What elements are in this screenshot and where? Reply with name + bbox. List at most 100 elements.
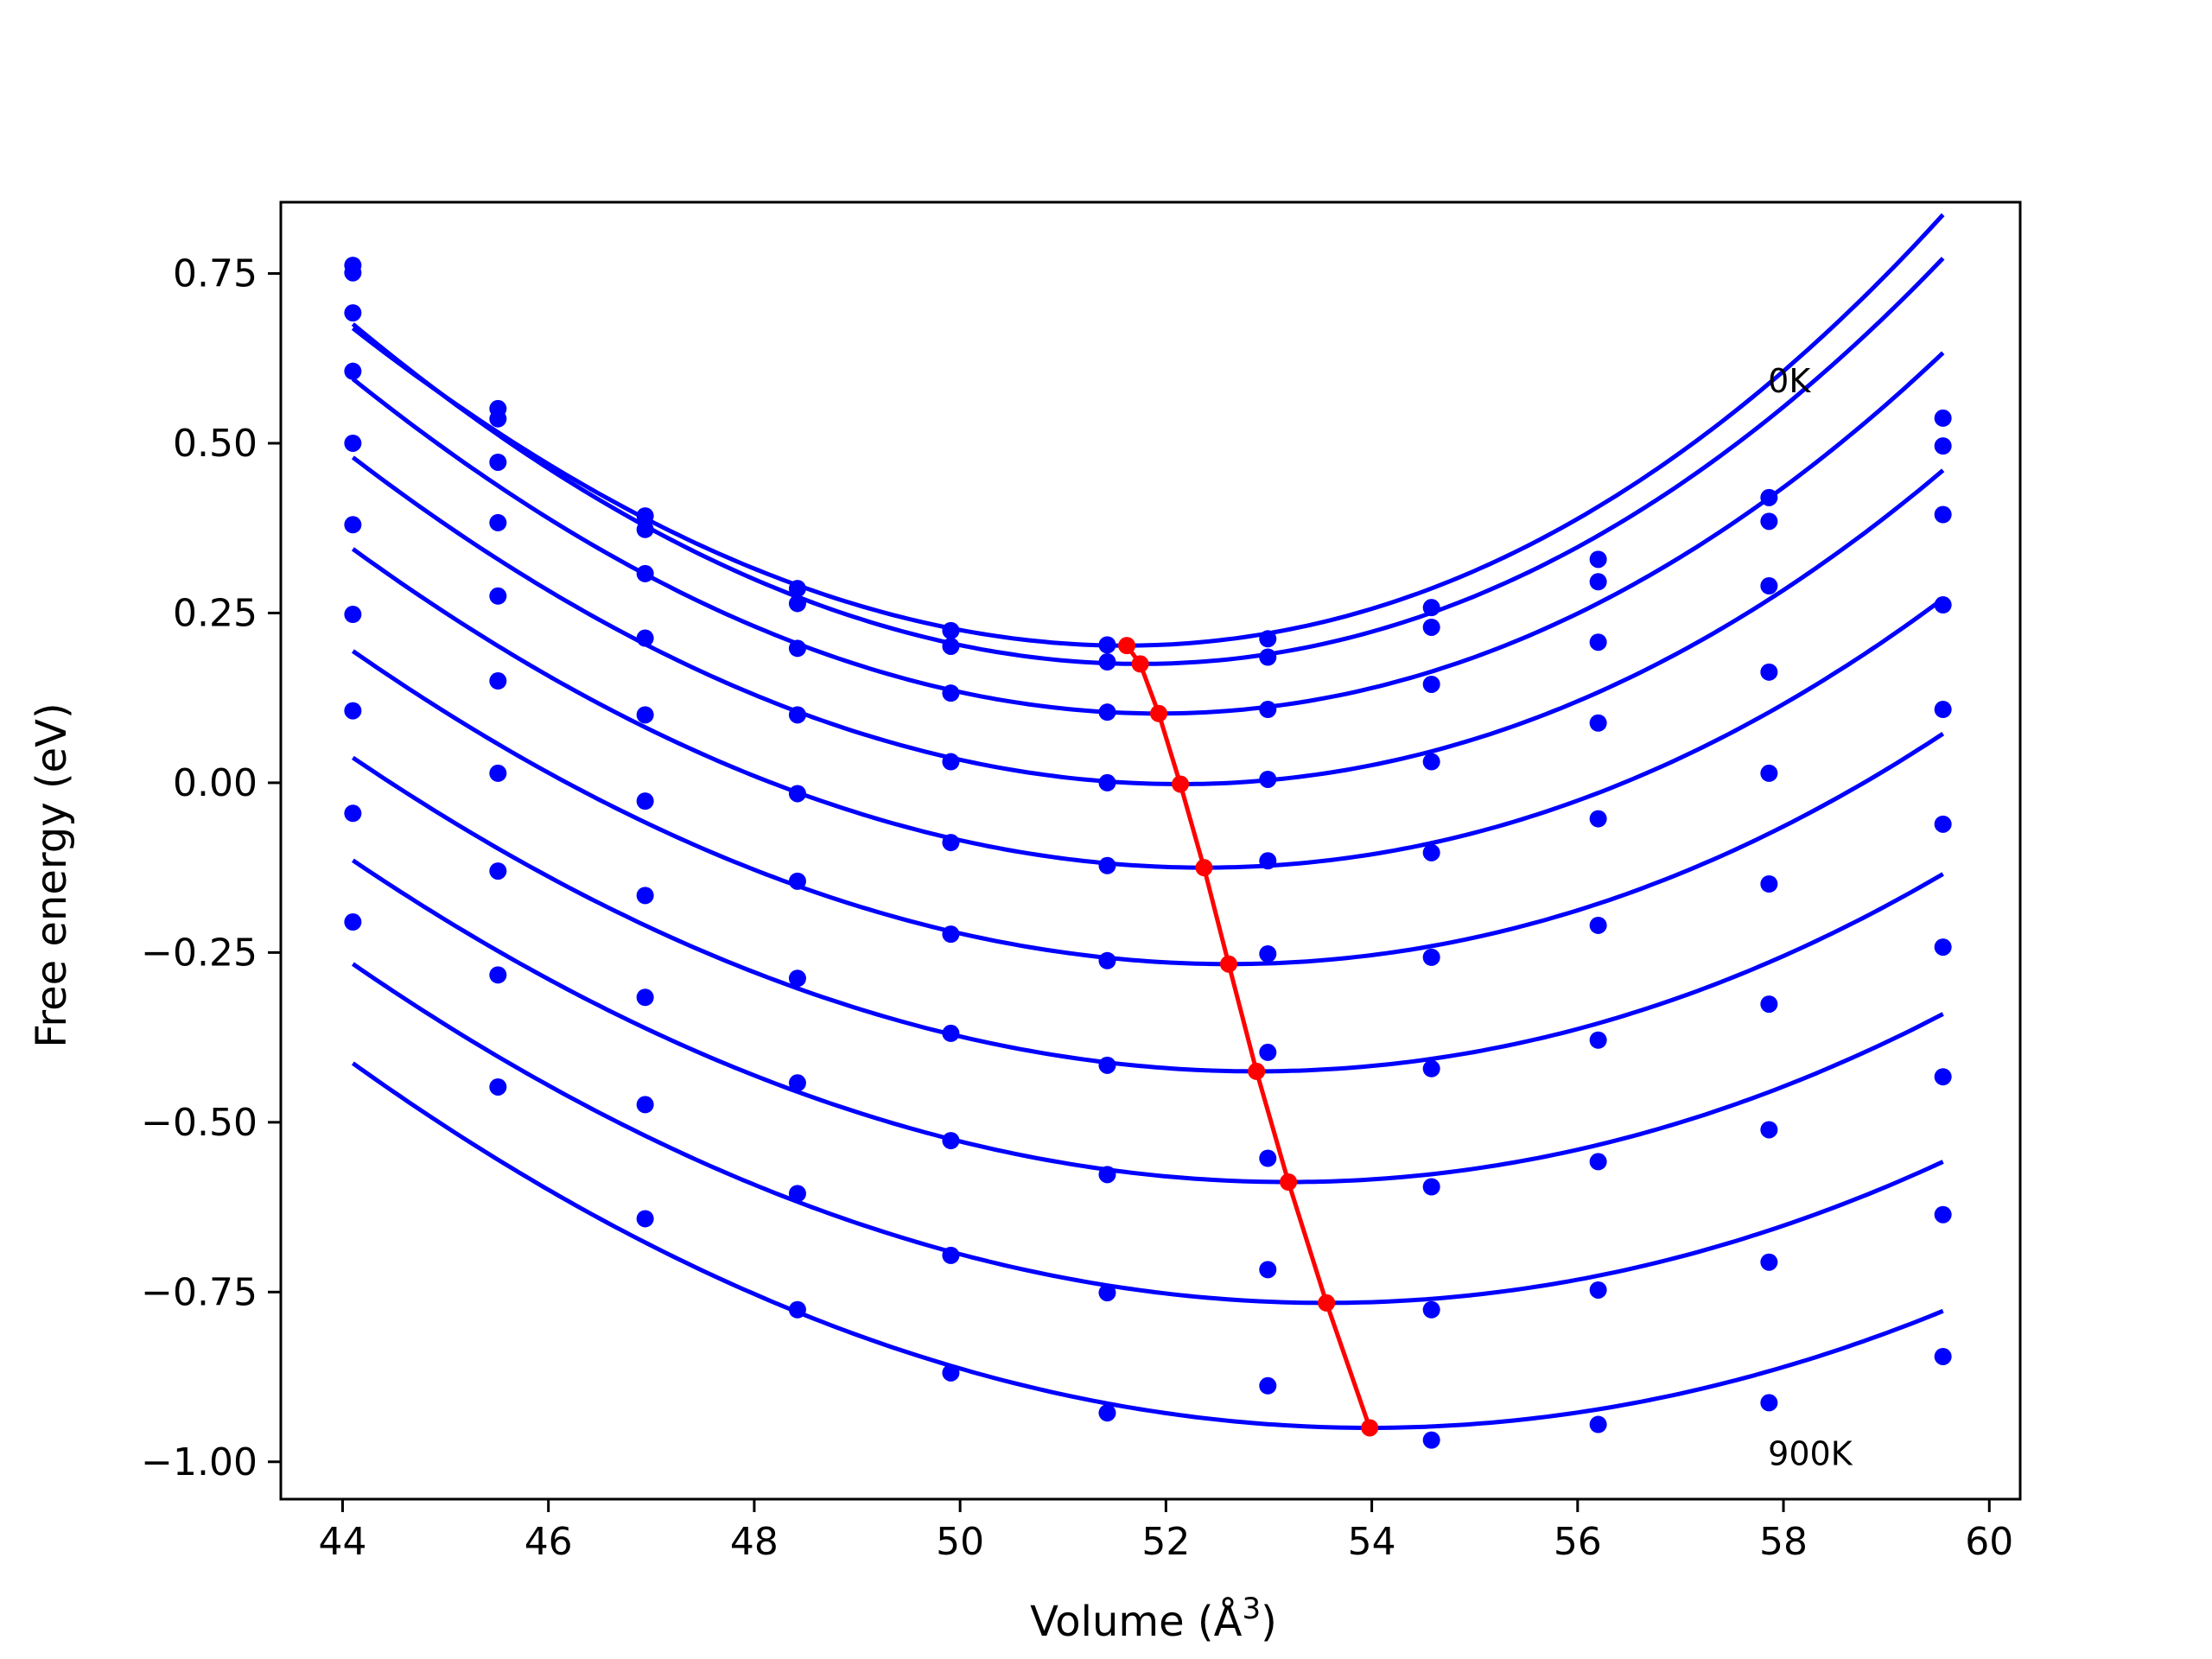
data-point xyxy=(636,629,654,647)
data-point xyxy=(1259,1043,1277,1061)
data-point xyxy=(1760,488,1778,506)
y-tick-label: 0.50 xyxy=(173,422,257,466)
minimum-point xyxy=(1280,1173,1298,1192)
data-point xyxy=(1098,1404,1116,1422)
minimum-point xyxy=(1172,775,1190,793)
data-point xyxy=(788,639,806,658)
data-point xyxy=(489,1077,507,1096)
data-point xyxy=(1760,663,1778,681)
data-point xyxy=(1589,714,1607,732)
data-point xyxy=(344,804,362,823)
data-point xyxy=(1760,875,1778,893)
data-point xyxy=(942,1246,960,1264)
x-axis-label: Volume (Å3) xyxy=(1030,1592,1277,1646)
fit-curve xyxy=(352,858,1944,1185)
minima-line xyxy=(1118,637,1379,1437)
data-point xyxy=(1760,1121,1778,1139)
data-point xyxy=(1589,916,1607,934)
x-tick-label: 52 xyxy=(1141,1520,1190,1564)
data-point xyxy=(489,764,507,782)
data-point xyxy=(1760,995,1778,1014)
data-point xyxy=(942,753,960,771)
fit-curve xyxy=(351,213,1945,648)
fit-curve xyxy=(352,755,1944,1074)
data-point xyxy=(788,872,806,890)
data-point xyxy=(942,684,960,702)
data-point xyxy=(788,1074,806,1092)
data-point xyxy=(344,913,362,931)
fit-curves xyxy=(351,213,1945,1430)
data-point xyxy=(636,988,654,1007)
data-point xyxy=(489,587,507,605)
data-point xyxy=(1422,618,1440,636)
data-point xyxy=(1589,1281,1607,1299)
data-point xyxy=(1589,1153,1607,1171)
data-point xyxy=(1589,573,1607,591)
minimum-point xyxy=(1220,955,1238,973)
data-point xyxy=(1259,1261,1277,1279)
minimum-point xyxy=(1361,1419,1379,1437)
data-point xyxy=(636,1096,654,1114)
y-tick-label: 0.75 xyxy=(173,252,257,296)
curve-annotations: 0K 900K xyxy=(1768,362,1853,1473)
data-point xyxy=(1760,1394,1778,1412)
data-point xyxy=(1422,599,1440,617)
minimum-point xyxy=(1248,1062,1266,1080)
data-point xyxy=(1098,653,1116,671)
y-tick-label: −0.25 xyxy=(141,931,257,975)
data-point xyxy=(1098,703,1116,721)
plot-frame xyxy=(279,200,2022,1501)
y-tick-label: 0.00 xyxy=(173,761,257,805)
x-tick-label: 46 xyxy=(524,1520,573,1564)
data-point xyxy=(1422,1431,1440,1449)
minima-path xyxy=(1125,644,1372,1429)
data-point xyxy=(788,969,806,988)
data-point xyxy=(636,706,654,724)
data-point xyxy=(1259,770,1277,788)
data-point xyxy=(489,966,507,984)
data-point xyxy=(788,580,806,598)
data-point xyxy=(942,1024,960,1042)
data-point xyxy=(1934,1205,1952,1224)
data-point xyxy=(344,264,362,282)
data-point xyxy=(942,621,960,639)
fit-curve xyxy=(351,962,1944,1306)
data-point xyxy=(1934,815,1952,833)
data-point xyxy=(1259,701,1277,719)
y-tick-label: −0.75 xyxy=(141,1270,257,1314)
data-point xyxy=(344,434,362,452)
fit-curve xyxy=(351,649,1945,967)
data-point xyxy=(636,564,654,582)
data-point xyxy=(1934,938,1952,957)
data-point xyxy=(1760,577,1778,595)
data-point xyxy=(636,887,654,905)
data-point xyxy=(1934,1347,1952,1365)
data-point xyxy=(1934,409,1952,427)
data-point xyxy=(489,513,507,531)
data-point xyxy=(1098,1056,1116,1074)
data-point xyxy=(1259,648,1277,666)
minimum-point xyxy=(1195,859,1213,877)
data-point xyxy=(636,520,654,538)
data-point xyxy=(489,453,507,471)
data-point xyxy=(1934,701,1952,719)
data-point xyxy=(942,834,960,852)
x-axis-ticks: 44 46 48 50 52 54 56 58 60 xyxy=(318,1499,2013,1564)
data-point xyxy=(1760,512,1778,531)
data-point xyxy=(1259,944,1277,963)
data-point xyxy=(636,507,654,525)
data-points xyxy=(344,257,1952,1449)
data-point xyxy=(788,706,806,724)
temperature-annotation: 0K xyxy=(1768,362,1811,400)
y-axis-label: Free energy (eV) xyxy=(28,702,76,1047)
data-point xyxy=(1589,550,1607,569)
data-point xyxy=(1422,1178,1440,1196)
data-point xyxy=(1422,675,1440,693)
minimum-point xyxy=(1318,1294,1336,1312)
data-point xyxy=(1098,1284,1116,1302)
data-point xyxy=(1589,810,1607,828)
x-tick-label: 48 xyxy=(730,1520,779,1564)
data-point xyxy=(1098,951,1116,969)
data-point xyxy=(489,862,507,880)
